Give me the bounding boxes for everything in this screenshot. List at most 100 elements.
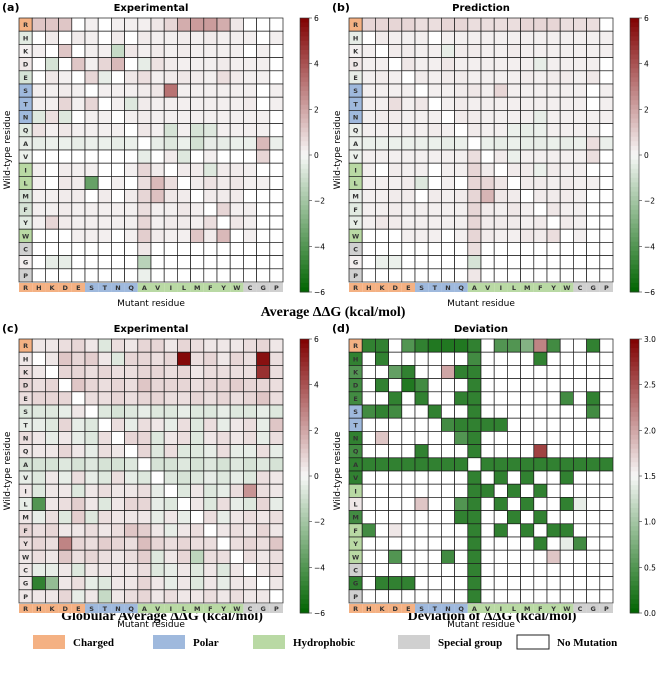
- heatmap-cell-M-T: [427, 510, 442, 525]
- heatmap-cell-L-N: [111, 497, 125, 511]
- column-group-swatch: [58, 604, 72, 613]
- colorbar-gradient-step: [630, 393, 639, 399]
- heatmap-cell-A-D: [388, 457, 403, 472]
- category-legend: Charged Polar Hydrophobic Special group No M…: [33, 634, 617, 650]
- heatmap-cell-V-Y: [216, 470, 231, 485]
- heatmap-cell-T-D: [58, 417, 73, 432]
- column-group-swatch: [164, 604, 178, 613]
- colorbar-tick-label: 2: [644, 105, 649, 114]
- row-label: G: [353, 259, 358, 267]
- colorbar-gradient-step: [300, 544, 309, 550]
- heatmap-cell-T-K: [45, 417, 59, 432]
- heatmap-cell-Y-H: [31, 536, 46, 551]
- heatmap-cell-W-Y: [216, 228, 231, 243]
- heatmap-cell-I-M: [190, 162, 205, 177]
- colorbar-gradient-step: [630, 380, 639, 386]
- column-label: S: [419, 284, 424, 292]
- heatmap-cell-W-D: [58, 228, 73, 243]
- row-label: C: [353, 567, 358, 575]
- heatmap-cell-R-F: [533, 17, 548, 32]
- column-group-swatch: [124, 283, 138, 292]
- colorbar-gradient-step: [630, 91, 639, 97]
- heatmap-cell-Y-K: [375, 536, 389, 551]
- heatmap-cell-G-Y: [216, 576, 231, 591]
- heatmap-cell-I-L: [177, 483, 191, 498]
- heatmap-cell-C-N: [111, 242, 125, 256]
- heatmap-cell-G-Y: [546, 255, 561, 270]
- colorbar-gradient-step: [630, 444, 639, 449]
- heatmap-cell-T-I: [493, 96, 508, 111]
- heatmap-cell-W-N: [111, 549, 125, 564]
- heatmap-cell-G-D: [388, 255, 403, 270]
- heatmap-cell-H-M: [190, 30, 205, 45]
- heatmap-cell-S-N: [111, 83, 125, 98]
- heatmap-cell-F-D: [58, 202, 73, 217]
- row-label: W: [352, 553, 359, 561]
- colorbar-gradient-step: [300, 526, 309, 532]
- heatmap-cell-L-G: [256, 176, 271, 190]
- heatmap-cell-M-K: [45, 510, 59, 525]
- heatmap-cell-R-E: [401, 338, 416, 353]
- colorbar-gradient-step: [300, 361, 309, 367]
- heatmap-cell-Y-M: [190, 215, 205, 230]
- heatmap-cell-G-C: [243, 255, 257, 270]
- heatmap-cell-L-C: [243, 497, 257, 511]
- heatmap-cell-L-W: [559, 497, 574, 511]
- colorbar-tick-label: −6: [644, 288, 655, 297]
- row-label: M: [352, 193, 358, 201]
- heatmap-cell-T-N: [441, 96, 455, 111]
- heatmap-cells: [18, 338, 284, 604]
- heatmap-cell-M-G: [586, 510, 601, 525]
- heatmap-cell-Y-D: [388, 215, 403, 230]
- column-label: Y: [220, 605, 226, 613]
- heatmap-cell-N-P: [269, 431, 284, 445]
- heatmap-cell-M-I: [493, 510, 508, 525]
- colorbar-gradient-step: [630, 562, 639, 568]
- colorbar-gradient-step: [630, 72, 639, 78]
- heatmap-cell-I-A: [137, 483, 152, 498]
- heatmap-cell-D-G: [256, 57, 271, 72]
- heatmap-cell-F-F: [203, 202, 218, 217]
- colorbar-gradient-step: [630, 608, 639, 614]
- heatmap-cell-K-W: [229, 44, 244, 58]
- heatmap-cell-M-D: [58, 189, 73, 204]
- column-group-swatch: [507, 604, 521, 613]
- colorbar-gradient-step: [300, 209, 309, 215]
- heatmap-cell-C-M: [520, 563, 535, 577]
- heatmap-cell-H-T: [427, 351, 442, 366]
- heatmap-cell-P-T: [97, 589, 112, 604]
- heatmap-cell-R-Q: [124, 17, 139, 32]
- heatmap-cell-P-Y: [546, 268, 561, 283]
- colorbar-tick-label: 2.0: [644, 426, 656, 435]
- heatmap-cell-Q-A: [137, 123, 152, 138]
- colorbar-gradient-step: [630, 100, 639, 106]
- heatmap-cell-V-I: [163, 149, 178, 164]
- colorbar-gradient-step: [300, 339, 309, 344]
- heatmap-cell-S-T: [97, 404, 112, 419]
- heatmap-cell-H-Y: [216, 351, 231, 366]
- row-label: P: [23, 272, 28, 280]
- heatmap-cell-E-F: [533, 70, 548, 85]
- row-label: E: [353, 74, 357, 82]
- heatmap-cell-I-N: [111, 162, 125, 177]
- colorbar-gradient-step: [630, 375, 639, 381]
- heatmap-cell-Y-F: [533, 536, 548, 551]
- heatmap-cell-L-T: [97, 176, 112, 190]
- heatmap-cell-R-H: [361, 338, 376, 353]
- heatmap-cell-D-A: [137, 378, 152, 393]
- heatmap-cell-W-H: [31, 228, 46, 243]
- heatmap-cell-N-K: [45, 110, 59, 124]
- heatmap-cell-E-V: [480, 70, 495, 85]
- heatmap-cell-V-P: [599, 149, 614, 164]
- column-label: A: [142, 284, 147, 292]
- row-label: L: [354, 501, 358, 509]
- heatmap-cell-E-I: [163, 391, 178, 406]
- heatmap-cell-G-G: [586, 255, 601, 270]
- heatmap-cell-W-F: [533, 228, 548, 243]
- heatmap-cell-I-F: [533, 483, 548, 498]
- heatmap-cell-C-E: [401, 242, 416, 256]
- heatmap-cell-K-A: [467, 44, 482, 58]
- heatmap-panel-d: DeviationRRHHKKDDEESSTTNNQQAAVVIILLMMFFY…: [333, 324, 656, 630]
- heatmap-cell-Y-W: [229, 536, 244, 551]
- heatmap-cell-V-K: [375, 149, 389, 164]
